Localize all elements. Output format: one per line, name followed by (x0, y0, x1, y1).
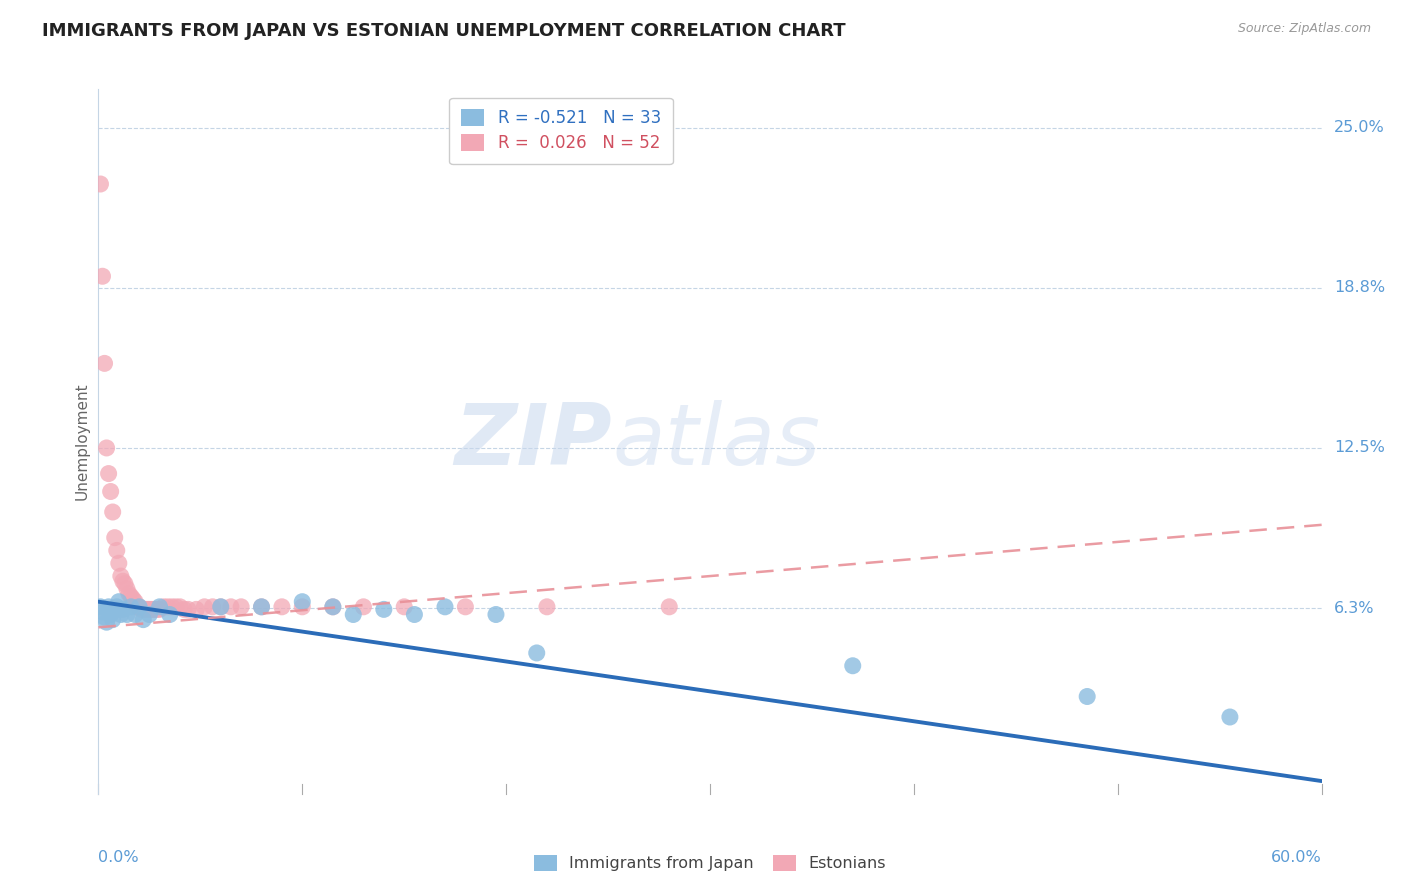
Point (124, 607, 146, 622)
Point (115, 582, 138, 596)
Point (111, 602, 134, 616)
Point (122, 592, 145, 607)
Point (105, 599, 128, 614)
Point (209, 599, 232, 614)
Point (118, 587, 141, 601)
Point (136, 602, 159, 616)
Point (149, 599, 172, 614)
Point (165, 599, 187, 614)
Point (149, 602, 172, 616)
Point (108, 556, 131, 570)
Point (322, 599, 344, 614)
Text: 6.3%: 6.3% (1334, 600, 1375, 615)
Text: 12.5%: 12.5% (1334, 441, 1385, 456)
Point (152, 599, 174, 614)
Y-axis label: Unemployment: Unemployment (75, 383, 90, 500)
Point (193, 599, 215, 614)
Point (138, 607, 160, 622)
Point (160, 599, 183, 614)
Point (1076, 690, 1098, 704)
Point (110, 607, 132, 622)
Point (434, 599, 457, 614)
Point (101, 613, 124, 627)
Text: ZIP: ZIP (454, 400, 612, 483)
Point (291, 599, 314, 614)
Point (93, 610, 115, 624)
Point (156, 599, 179, 614)
Point (169, 599, 191, 614)
Point (231, 599, 253, 614)
Point (485, 607, 508, 622)
Point (142, 602, 165, 616)
Point (291, 595, 314, 609)
Text: atlas: atlas (612, 400, 820, 483)
Point (128, 599, 150, 614)
Point (173, 602, 195, 616)
Point (536, 599, 558, 614)
Point (101, 505, 124, 519)
Point (841, 658, 863, 673)
Text: 60.0%: 60.0% (1271, 850, 1322, 865)
Point (104, 602, 127, 616)
Point (1219, 710, 1241, 724)
Point (177, 602, 200, 616)
Point (134, 602, 156, 616)
Point (138, 602, 160, 616)
Point (250, 599, 273, 614)
Point (404, 607, 426, 622)
Point (127, 599, 149, 614)
Point (526, 646, 548, 660)
Point (145, 602, 167, 616)
Point (96, 441, 118, 455)
Text: 25.0%: 25.0% (1334, 120, 1385, 135)
Point (129, 602, 152, 616)
Point (219, 599, 242, 614)
Point (392, 599, 416, 614)
Point (120, 599, 142, 614)
Point (454, 599, 477, 614)
Text: Source: ZipAtlas.com: Source: ZipAtlas.com (1237, 22, 1371, 36)
Point (111, 574, 134, 589)
Point (104, 531, 127, 545)
Point (322, 599, 344, 614)
Point (132, 613, 155, 627)
Point (132, 602, 155, 616)
Point (342, 607, 364, 622)
Point (250, 599, 273, 614)
Point (89, 177, 111, 191)
Point (124, 595, 146, 609)
Point (352, 599, 374, 614)
Point (93, 356, 115, 370)
Point (100, 484, 122, 499)
Point (186, 602, 208, 616)
Text: 18.8%: 18.8% (1334, 280, 1385, 295)
Point (270, 599, 294, 614)
Point (97, 599, 120, 614)
Point (105, 543, 128, 558)
Point (114, 576, 136, 591)
Point (91, 269, 114, 284)
Point (120, 590, 142, 604)
Point (97, 467, 120, 481)
Point (373, 602, 395, 616)
Point (128, 599, 150, 614)
Point (96, 615, 118, 630)
Point (159, 607, 181, 622)
Point (209, 599, 232, 614)
Text: 0.0%: 0.0% (98, 850, 139, 865)
Point (141, 602, 163, 616)
Point (146, 602, 169, 616)
Point (89, 599, 111, 614)
Point (91, 605, 114, 619)
Point (100, 607, 122, 622)
Point (201, 599, 224, 614)
Point (115, 607, 138, 622)
Point (110, 569, 132, 583)
Legend: Immigrants from Japan, Estonians: Immigrants from Japan, Estonians (527, 848, 893, 878)
Point (108, 595, 131, 609)
Text: IMMIGRANTS FROM JAPAN VS ESTONIAN UNEMPLOYMENT CORRELATION CHART: IMMIGRANTS FROM JAPAN VS ESTONIAN UNEMPL… (42, 22, 846, 40)
Point (658, 599, 681, 614)
